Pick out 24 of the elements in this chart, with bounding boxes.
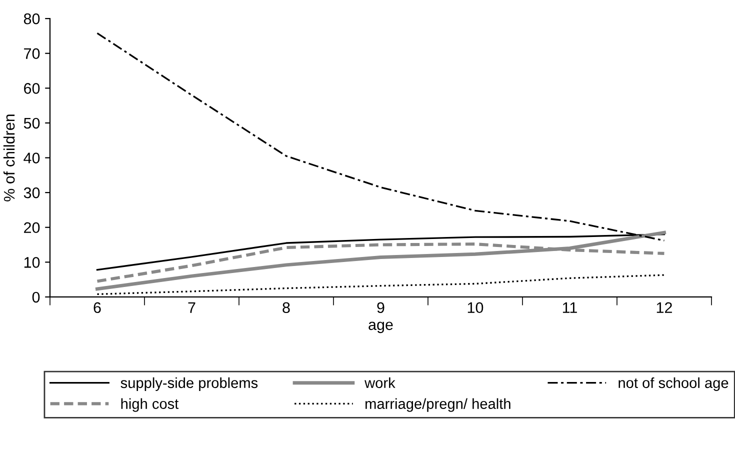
y-tick-label: 70 xyxy=(24,48,40,60)
x-tick-label: 8 xyxy=(282,302,290,314)
y-tick-label: 60 xyxy=(24,83,40,94)
x-tick-label: 7 xyxy=(188,302,196,313)
y-tick-label: 10 xyxy=(24,257,40,268)
y-axis-title: % of children xyxy=(3,114,15,202)
legend-label: work xyxy=(364,377,396,388)
x-tick-label: 10 xyxy=(468,302,484,314)
legend-label: marriage/pregn/ health xyxy=(366,398,510,412)
legend-label: high cost xyxy=(121,398,179,412)
x-axis-title: age xyxy=(368,322,393,334)
x-tick-label: 11 xyxy=(562,302,577,313)
line-series xyxy=(95,230,666,291)
x-tick-label: 12 xyxy=(656,302,672,313)
y-tick-label: 80 xyxy=(24,13,40,24)
x-tick-label: 6 xyxy=(94,302,101,314)
legend-label: supply-side problems xyxy=(120,377,258,391)
y-tick-label: 0 xyxy=(32,292,40,303)
y-tick-label: 20 xyxy=(24,222,40,234)
y-tick-label: 30 xyxy=(24,187,40,198)
y-tick-label: 50 xyxy=(24,118,40,129)
x-tick-label: 9 xyxy=(377,302,384,314)
y-tick-label: 40 xyxy=(24,152,40,164)
legend-label: not of school age xyxy=(618,377,728,391)
